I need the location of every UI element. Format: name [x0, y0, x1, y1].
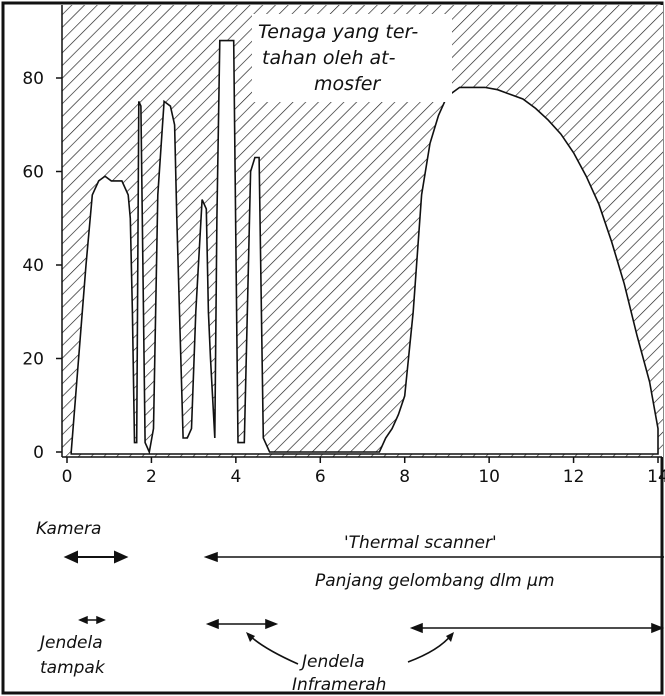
hatched-region-label-line-1: Tenaga yang ter- [258, 21, 418, 43]
hatched-region-label-line-2: tahan oleh at- [262, 47, 396, 69]
label-kamera: Kamera [36, 519, 101, 539]
hatched-label-box [252, 14, 452, 102]
infrared-window-arrow-right [409, 622, 665, 634]
x-tick-label: 14 [647, 467, 665, 487]
infrared-window-arrow-left [205, 618, 279, 630]
x-tick-label: 2 [146, 467, 157, 487]
y-tick-label: 60 [22, 163, 44, 183]
x-tick-label: 10 [478, 467, 500, 487]
label-jendela-inframerah-line-2: Inframerah [292, 675, 386, 695]
kamera-range-arrow [63, 550, 129, 564]
hatched-region-label-line-3: mosfer [314, 73, 381, 95]
x-tick-label: 4 [230, 467, 241, 487]
visible-window-arrow [78, 615, 106, 625]
y-tick-label: 20 [22, 350, 44, 370]
label-jendela-tampak-line-1: Jendela [37, 633, 103, 653]
x-tick-label: 8 [399, 467, 410, 487]
thermal-scanner-range-arrow [203, 551, 664, 563]
y-tick-label: 0 [33, 443, 44, 463]
label-thermal-scanner: 'Thermal scanner' [344, 533, 497, 553]
x-tick-label: 12 [563, 467, 585, 487]
y-tick-label: 40 [22, 256, 44, 276]
y-tick-label: 80 [22, 69, 44, 89]
label-jendela-tampak-line-2: tampak [40, 658, 106, 678]
x-tick-label: 0 [62, 467, 73, 487]
transmission-curve-area [70, 39, 659, 455]
x-tick-label: 6 [315, 467, 326, 487]
x-axis-title: Panjang gelombang dlm μm [315, 571, 555, 591]
label-jendela-inframerah-line-1: Jendela [299, 652, 365, 672]
